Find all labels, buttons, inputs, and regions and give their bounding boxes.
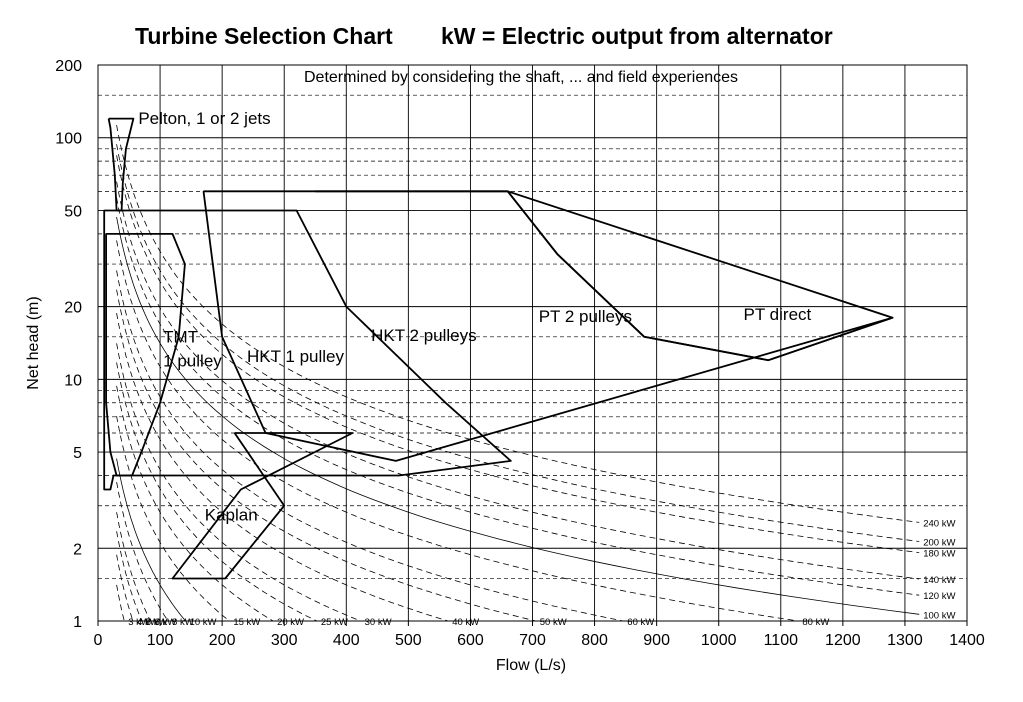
power-curve [116, 181, 920, 580]
power-curve [116, 362, 318, 622]
turbine-region-label: HKT 2 pulleys [371, 326, 477, 345]
power-curve [116, 197, 920, 596]
power-curve [116, 144, 920, 542]
y-tick-label: 5 [73, 445, 82, 462]
power-curve [116, 240, 799, 622]
x-tick-label: 900 [643, 632, 670, 649]
x-tick-label: 0 [94, 632, 103, 649]
turbine-region-label: Pelton, 1 or 2 jets [138, 109, 270, 128]
x-tick-label: 100 [147, 632, 174, 649]
power-curve-label: 240 kW [923, 518, 955, 529]
regions-layer: Pelton, 1 or 2 jets TMT 1 pulley HKT 1 pull… [103, 109, 894, 580]
x-tick-label: 800 [581, 632, 608, 649]
power-curve-label: 25 kW [321, 617, 348, 628]
chart-subtitle: Determined by considering the shaft, ...… [304, 69, 738, 86]
power-curve-label: 200 kW [923, 538, 955, 549]
y-tick-label: 10 [64, 372, 82, 389]
power-curve-label: 60 kW [627, 617, 654, 628]
power-curve [116, 313, 449, 622]
x-tick-label: 1000 [701, 632, 737, 649]
power-curve [116, 385, 274, 622]
chart-title: Turbine Selection Chart [135, 23, 393, 49]
power-curve [116, 481, 169, 622]
power-curve [116, 289, 536, 622]
chart-title-kw: kW = Electric output from alternator [441, 23, 833, 49]
turbine-region-label: 1 pulley [163, 352, 222, 371]
power-curve-label: 50 kW [540, 617, 567, 628]
grid-layer [98, 65, 967, 621]
turbine-region-outline [507, 190, 894, 362]
turbine-region-label: TMT [163, 328, 198, 347]
x-tick-label: 1200 [825, 632, 861, 649]
power-curve-label: 100 kW [923, 610, 955, 621]
power-curve-label: 8 kW [172, 617, 194, 628]
turbine-region-label: PT direct [744, 305, 812, 324]
x-tick-label: 1100 [764, 632, 799, 649]
power-curve-label: 3 kW [128, 617, 150, 628]
power-curve [116, 216, 920, 615]
x-tick-label: 1400 [949, 632, 985, 649]
power-curve [116, 415, 230, 622]
power-curve [116, 270, 624, 622]
y-tick-label: 50 [64, 203, 82, 220]
power-curve [116, 125, 920, 523]
y-tick-label: 2 [73, 541, 82, 558]
turbine-region-label: HKT 1 pulley [247, 347, 345, 366]
y-axis-label: Net head (m) [25, 296, 42, 389]
power-curve [116, 554, 134, 622]
x-tick-label: 300 [271, 632, 298, 649]
turbine-region-label: Kaplan [205, 506, 258, 525]
power-curve-label: 10 kW [190, 617, 217, 628]
y-tick-label: 100 [55, 131, 82, 148]
x-tick-label: 500 [395, 632, 422, 649]
power-curve [116, 512, 151, 622]
axes-layer: 1 2 5 10 20 50 100 200 0 100 200 300 400 500 600 700 800… [55, 58, 985, 649]
power-curve [116, 343, 361, 622]
power-curve-label: 120 kW [923, 591, 955, 602]
y-tick-label: 200 [55, 58, 82, 75]
turbine-region-outline [171, 432, 354, 580]
turbine-region-label: PT 2 pulleys [539, 307, 632, 326]
power-curve-label: 20 kW [277, 617, 304, 628]
y-tick-label: 20 [64, 300, 82, 317]
power-curve [116, 584, 125, 622]
x-tick-label: 200 [209, 632, 236, 649]
power-curve-label: 40 kW [452, 617, 479, 628]
x-tick-label: 1300 [887, 632, 923, 649]
power-curve [116, 155, 920, 553]
x-tick-label: 600 [457, 632, 484, 649]
power-curve-label: 80 kW [802, 617, 829, 628]
power-curve-label: 140 kW [923, 575, 955, 586]
power-curve-label: 6 kW [155, 617, 177, 628]
turbine-region-outline [315, 190, 769, 362]
power-curve-label: 180 kW [923, 549, 955, 560]
power-curve [116, 458, 186, 622]
power-curve-label: 5 kW [146, 617, 168, 628]
x-tick-label: 400 [333, 632, 360, 649]
x-axis-label: Flow (L/s) [496, 657, 566, 674]
power-curve [116, 531, 143, 622]
power-curve-label: 15 kW [233, 617, 260, 628]
turbine-region-outline [103, 209, 512, 491]
turbine-region-outline [105, 232, 186, 477]
x-tick-label: 700 [519, 632, 546, 649]
power-curve-label: 30 kW [365, 617, 392, 628]
power-curve-label: 4 kW [137, 617, 159, 628]
y-tick-label: 1 [73, 614, 82, 631]
